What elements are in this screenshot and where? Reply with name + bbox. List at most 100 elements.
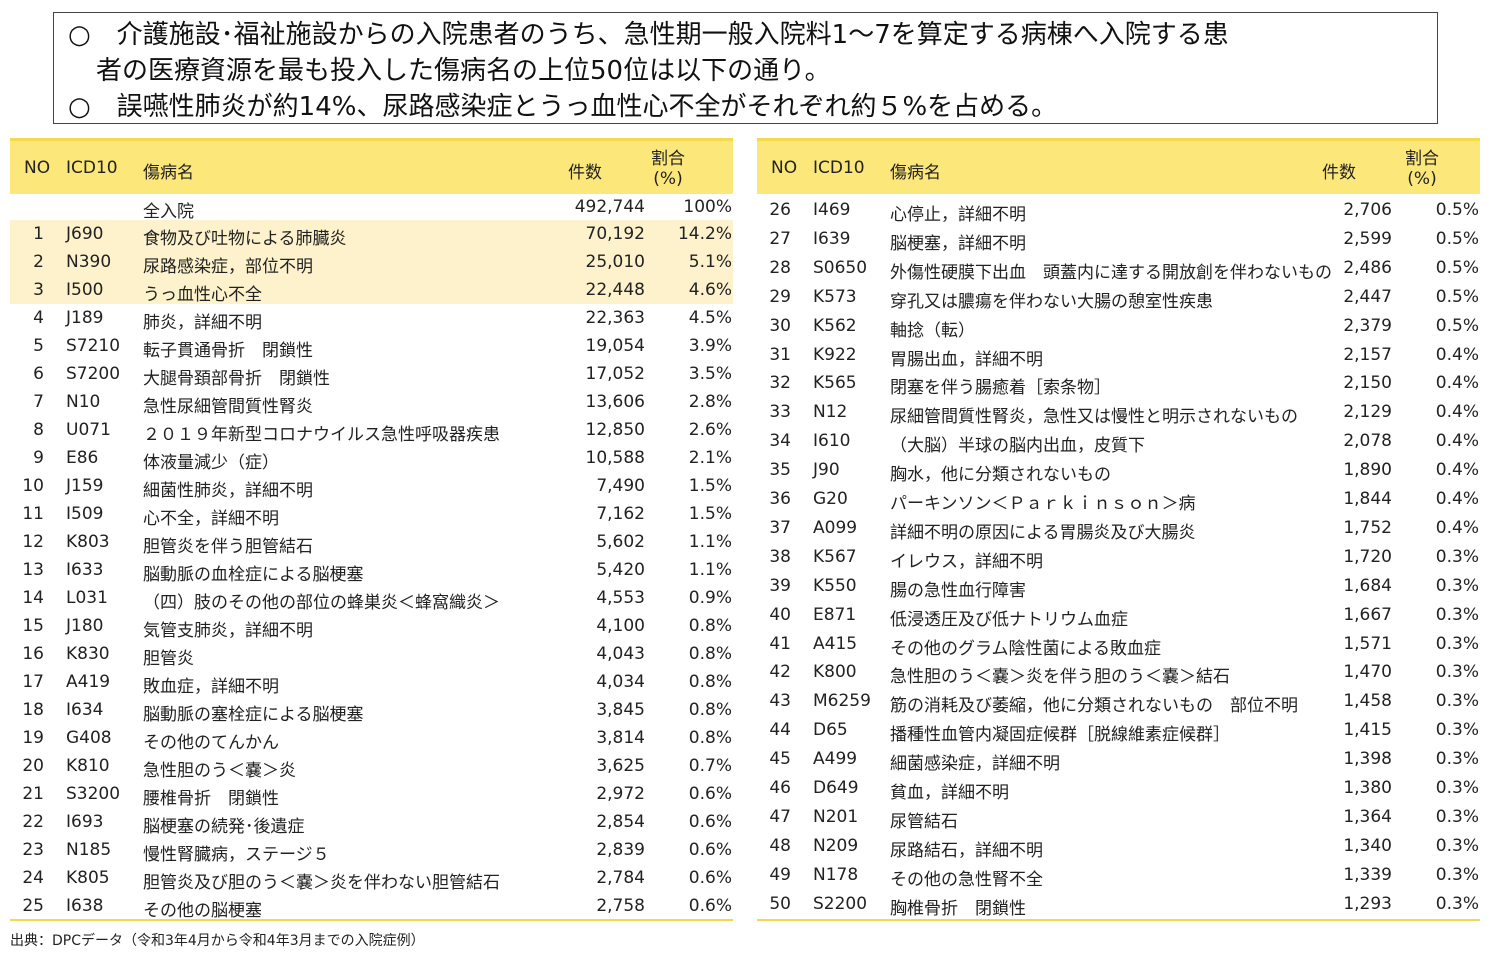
row-no: 23 — [22, 840, 44, 860]
row-disease: 胃腸出血，詳細不明 — [890, 349, 1043, 370]
header-icd10: ICD10 — [66, 158, 118, 178]
table-row: 42 K800 急性胆のう＜嚢＞炎を伴う胆のう＜嚢＞結石 1,470 0.3% — [757, 658, 1480, 687]
row-no: 34 — [769, 431, 791, 452]
table-row: 4 J189 肺炎，詳細不明 22,363 4.5% — [10, 304, 733, 333]
row-disease: 播種性血管内凝固症候群［脱線維素症候群］ — [890, 725, 1230, 746]
row-icd10: K800 — [813, 662, 857, 683]
table-row: 21 S3200 腰椎骨折 閉鎖性 2,972 0.6% — [10, 780, 733, 809]
row-disease: 細菌性肺炎，詳細不明 — [143, 481, 313, 501]
row-count: 4,034 — [596, 672, 645, 692]
row-percent: 0.4% — [1435, 460, 1479, 481]
table-row: 39 K550 腸の急性血行障害 1,684 0.3% — [757, 572, 1480, 601]
row-percent: 0.3% — [1435, 662, 1479, 683]
table-row: 45 A499 細菌感染症，詳細不明 1,398 0.3% — [757, 745, 1480, 775]
row-no: 8 — [33, 420, 44, 440]
summary-line-2: ○ 誤嚥性肺炎が約14%、尿路感染症とうっ血性心不全がそれぞれ約５%を占める。 — [68, 92, 1058, 122]
row-no: 6 — [33, 364, 44, 384]
row-count: 3,625 — [596, 756, 645, 776]
row-percent: 0.3% — [1435, 835, 1479, 856]
row-no: 2 — [33, 252, 44, 272]
row-icd10: K805 — [66, 868, 110, 888]
table-row: 31 K922 胃腸出血，詳細不明 2,157 0.4% — [757, 341, 1480, 370]
row-icd10: I634 — [66, 700, 104, 720]
row-icd10: I693 — [66, 812, 104, 832]
row-disease: 脳梗塞，詳細不明 — [890, 233, 1026, 254]
table-row: 20 K810 急性胆のう＜嚢＞炎 3,625 0.7% — [10, 752, 733, 781]
row-no: 33 — [769, 402, 791, 423]
row-percent: 0.4% — [1435, 373, 1479, 394]
row-disease: 心不全，詳細不明 — [143, 509, 279, 529]
row-percent: 0.3% — [1435, 575, 1479, 596]
row-no: 24 — [22, 868, 44, 888]
row-no: 28 — [769, 257, 791, 278]
row-percent: 0.6% — [688, 812, 732, 832]
row-disease: その他の脳梗塞 — [143, 901, 262, 921]
row-percent: 0.7% — [688, 756, 732, 776]
table-bottom-border — [757, 919, 1480, 921]
row-disease: 胆管炎 — [143, 649, 194, 669]
row-disease: その他の急性腎不全 — [890, 869, 1043, 890]
row-count: 1,415 — [1343, 720, 1392, 741]
table-row: 18 I634 脳動脈の塞栓症による脳梗塞 3,845 0.8% — [10, 696, 733, 725]
row-disease: 外傷性硬膜下出血 頭蓋内に達する開放創を伴わないもの — [890, 262, 1332, 283]
row-disease: 尿路結石，詳細不明 — [890, 840, 1043, 861]
row-icd10: K550 — [813, 575, 857, 596]
row-no: 17 — [22, 672, 44, 692]
row-percent: 0.8% — [688, 616, 732, 636]
row-disease: 転子貫通骨折 閉鎖性 — [143, 341, 313, 361]
row-disease: （四）肢のその他の部位の蜂巣炎＜蜂窩織炎＞ — [143, 593, 500, 613]
row-icd10: U071 — [66, 420, 111, 440]
table-row: 28 S0650 外傷性硬膜下出血 頭蓋内に達する開放創を伴わないもの 2,48… — [757, 254, 1480, 283]
row-disease: 細菌感染症，詳細不明 — [890, 754, 1060, 775]
row-count: 10,588 — [585, 448, 645, 468]
row-icd10: N390 — [66, 252, 112, 272]
row-disease: 脳梗塞の続発･後遺症 — [143, 817, 305, 837]
row-no: 10 — [22, 476, 44, 496]
row-icd10: A419 — [66, 672, 111, 692]
row-no: 19 — [22, 728, 44, 748]
row-percent: 0.4% — [1435, 402, 1479, 423]
table-row: 41 A415 その他のグラム陰性菌による敗血症 1,571 0.3% — [757, 630, 1480, 659]
row-no: 4 — [33, 308, 44, 328]
row-count: 19,054 — [585, 336, 645, 356]
table-row: 50 S2200 胸椎骨折 閉鎖性 1,293 0.3% — [757, 890, 1480, 919]
row-icd10: G20 — [813, 489, 848, 509]
row-no: 42 — [769, 662, 791, 683]
table-row: 38 K567 イレウス，詳細不明 1,720 0.3% — [757, 543, 1480, 572]
row-icd10: I500 — [66, 280, 104, 300]
row-disease: 食物及び吐物による肺臓炎 — [143, 229, 347, 249]
row-count: 1,364 — [1343, 806, 1392, 827]
row-no: 45 — [769, 749, 791, 770]
row-disease: 詳細不明の原因による胃腸炎及び大腸炎 — [890, 522, 1196, 543]
row-icd10: N12 — [813, 402, 848, 423]
row-no: 16 — [22, 644, 44, 664]
row-no: 9 — [33, 448, 44, 468]
row-count: 1,398 — [1343, 749, 1392, 770]
row-percent: 0.9% — [688, 588, 732, 608]
row-icd10: J690 — [66, 224, 104, 244]
row-no: 25 — [22, 896, 44, 916]
row-no: 20 — [22, 756, 44, 776]
row-no: 32 — [769, 373, 791, 394]
row-disease: 敗血症，詳細不明 — [143, 677, 279, 697]
row-no: 50 — [769, 893, 791, 914]
row-count: 7,490 — [596, 476, 645, 496]
row-percent: 0.6% — [688, 784, 732, 804]
row-percent: 0.4% — [1435, 489, 1479, 509]
row-no: 26 — [769, 200, 791, 220]
table-row: 16 K830 胆管炎 4,043 0.8% — [10, 640, 733, 669]
row-icd10: E86 — [66, 448, 99, 468]
table-row: 32 K565 閉塞を伴う腸癒着［索条物］ 2,150 0.4% — [757, 369, 1480, 398]
row-no: 40 — [769, 604, 791, 625]
row-disease: 穿孔又は膿瘍を伴わない大腸の憩室性疾患 — [890, 291, 1213, 312]
row-no: 39 — [769, 575, 791, 596]
table-row: 2 N390 尿路感染症，部位不明 25,010 5.1% — [10, 248, 733, 277]
header-percent-label: 割合 — [651, 149, 685, 169]
table-left: NO ICD10 傷病名 件数 割合 (%) 全入院 492,744 100% 1 J… — [10, 138, 733, 921]
row-icd10: N178 — [813, 864, 859, 885]
row-no: 27 — [769, 228, 791, 249]
row-no: 15 — [22, 616, 44, 636]
row-percent: 0.5% — [1435, 315, 1479, 336]
row-percent: 0.6% — [688, 840, 732, 860]
row-icd10: S7210 — [66, 336, 121, 356]
